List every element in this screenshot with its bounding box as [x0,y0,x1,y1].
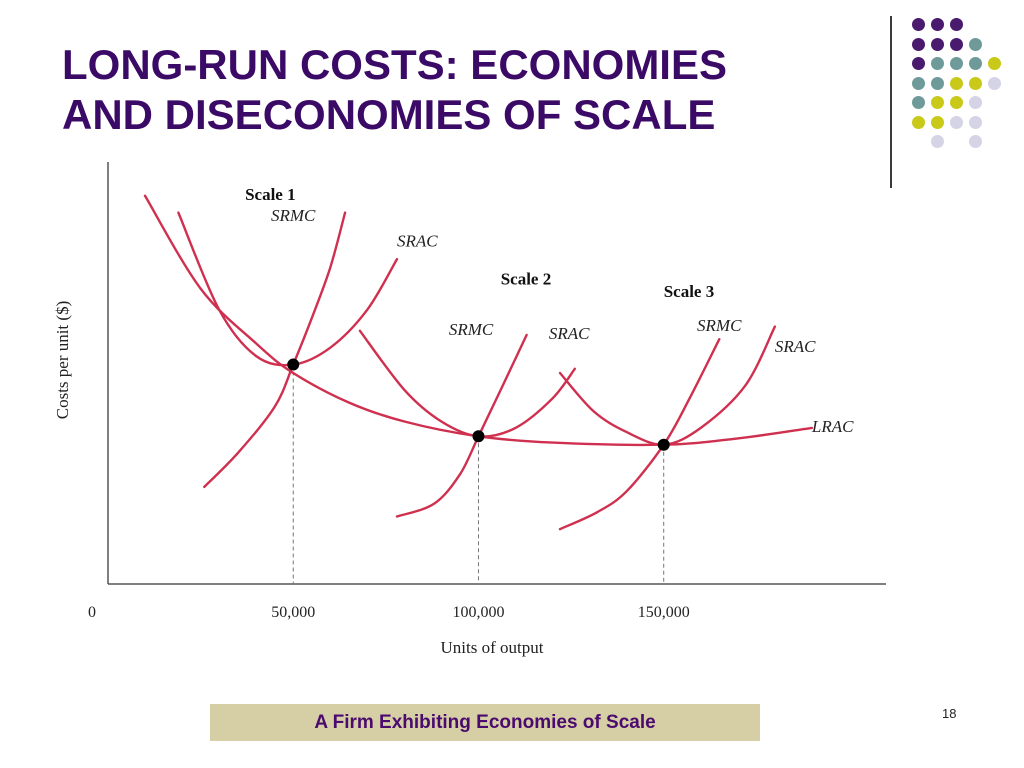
curve-label: SRAC [549,324,590,343]
decorative-dot [969,57,982,70]
curve-srac [177,211,399,367]
decorative-dot [931,135,944,148]
slide-title: LONG-RUN COSTS: ECONOMIES AND DISECONOMI… [62,40,882,140]
decorative-dot [912,96,925,109]
curve-label: LRAC [811,417,854,436]
decorative-dot [969,96,982,109]
scale-label: Scale 1 [245,185,296,204]
caption-box: A Firm Exhibiting Economies of Scale [210,704,760,741]
y-axis-title: Costs per unit ($) [53,301,72,420]
decorative-dot [988,76,1001,90]
guide-lines [292,364,665,584]
curve-srac [358,329,576,438]
decorative-dot [950,18,963,31]
curve-label: SRMC [697,316,742,335]
decorative-dot [912,76,925,90]
decorative-divider [890,16,892,188]
minimum-point [657,438,670,451]
decorative-dot [912,37,925,51]
title-line-2: AND DISECONOMIES OF SCALE [62,91,716,138]
curve-srmc [558,338,721,531]
decorative-dot [950,57,963,70]
decorative-dot [969,115,982,129]
decorative-dot [931,76,944,90]
decorative-dot [912,57,925,70]
decorative-dot [931,115,944,129]
x-tick-label: 150,000 [638,604,690,621]
axes [107,162,886,585]
minimum-point [287,358,300,371]
minimum-points [287,358,670,451]
decorative-dot [931,96,944,109]
decorative-dot-grid [900,10,1010,170]
x-axis-title: Units of output [441,638,544,657]
curve-label: SRAC [397,231,438,250]
chart-text: Units of output Costs per unit ($) 0 50,0… [53,185,854,657]
curve-label: SRMC [449,320,494,339]
minimum-point [472,430,485,443]
decorative-dot [950,76,963,90]
curve-srmc [203,211,347,489]
decorative-dot [931,57,944,70]
cost-curves-chart: Units of output Costs per unit ($) 0 50,0… [53,162,886,657]
decorative-dot [931,37,944,51]
curve-label: SRMC [271,206,316,225]
decorative-dot [969,135,982,148]
decorative-dot [969,37,982,51]
x-tick-label: 50,000 [271,604,315,621]
curve-label: SRAC [775,337,816,356]
x-tick-label: 100,000 [452,604,504,621]
decorative-dot [950,96,963,109]
decorative-dot [931,18,944,31]
title-line-1: LONG-RUN COSTS: ECONOMIES [62,41,728,88]
scale-label: Scale 3 [664,282,715,301]
decorative-dot [912,18,925,31]
curve-srac [558,325,777,446]
decorative-dot [950,115,963,129]
decorative-dot [969,76,982,90]
scale-label: Scale 2 [501,269,552,288]
decorative-dot [950,37,963,51]
decorative-dot [912,115,925,129]
decorative-dot [988,57,1001,70]
caption-text: A Firm Exhibiting Economies of Scale [314,711,656,733]
page-number: 18 [942,706,957,721]
x-tick-label: 0 [88,604,96,621]
chart-area: Units of output Costs per unit ($) 0 50,0… [0,150,920,670]
curve-lrac [143,194,814,447]
curve-srmc [395,333,528,518]
